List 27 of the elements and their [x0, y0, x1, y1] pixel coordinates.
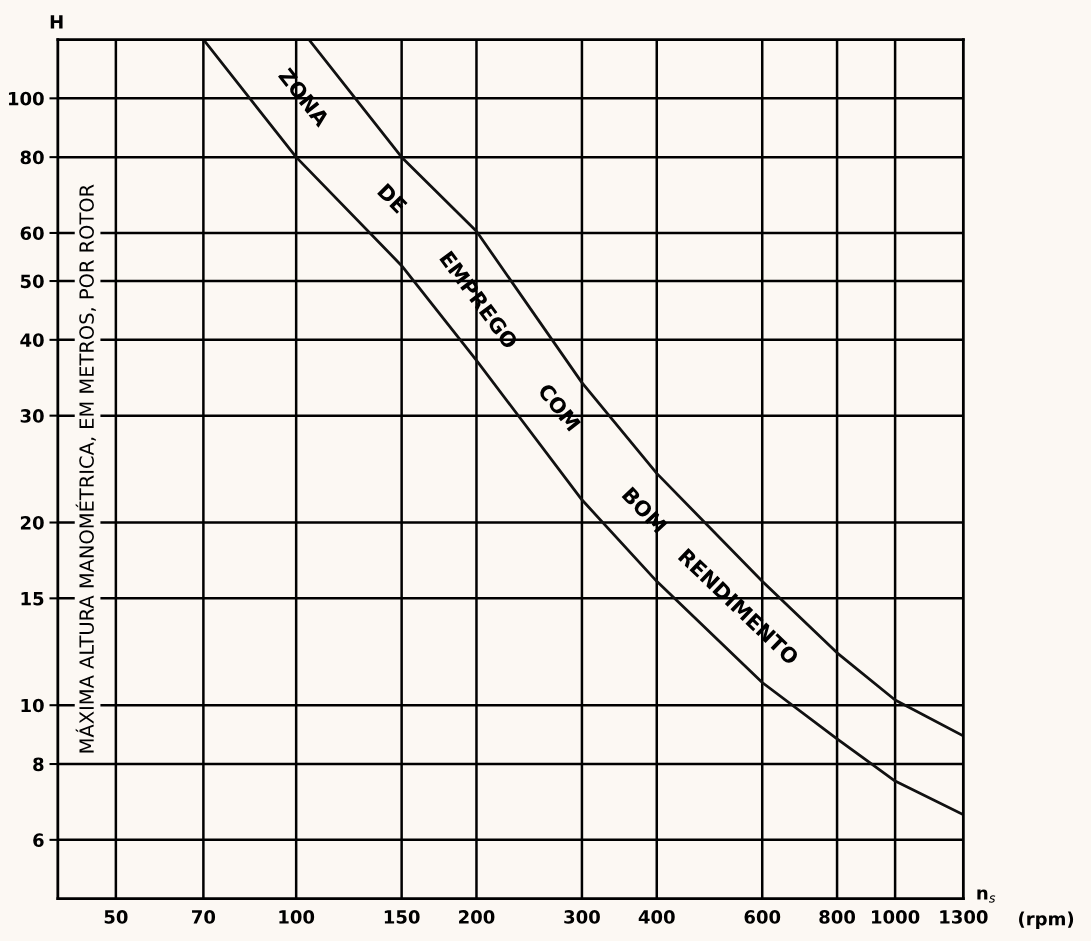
x-tick-label: 300 [564, 910, 600, 924]
y-tick-label: 80 [20, 150, 44, 165]
x-tick-label: 200 [459, 910, 495, 924]
x-tick-label: 1300 [940, 910, 988, 924]
y-tick-label: 60 [20, 226, 44, 241]
x-tick-label: 400 [638, 910, 675, 924]
x-axis-title: n$_{s}$ [977, 889, 996, 903]
x-tick-label: 70 [192, 910, 216, 924]
x-tick-label: 50 [104, 910, 128, 924]
y-tick-label: 20 [20, 515, 44, 530]
y-tick-label: 50 [20, 274, 44, 289]
y-tick-label: 6 [33, 833, 44, 847]
x-tick-label: 800 [819, 910, 856, 924]
y-axis-title: MÁXIMA ALTURA MANOMÉTRICA, EM METROS, POR ROTOR [75, 184, 96, 753]
x-tick-label: 600 [744, 910, 781, 924]
text: (rpm) [1019, 911, 1074, 930]
y-tick-label: 30 [20, 409, 44, 423]
annotation: DE [377, 183, 408, 214]
y-tick-label: 10 [21, 698, 44, 713]
y-tick-label: 100 [8, 91, 44, 106]
y-tick-label: 8 [33, 757, 44, 772]
y-tick-label: 15 [21, 592, 44, 606]
x-tick-label: 1000 [872, 910, 920, 924]
x-tick-label: 100 [279, 910, 315, 924]
y-tick-label: 40 [20, 333, 44, 347]
x-tick-label: 150 [384, 910, 420, 924]
text: H [50, 15, 63, 29]
